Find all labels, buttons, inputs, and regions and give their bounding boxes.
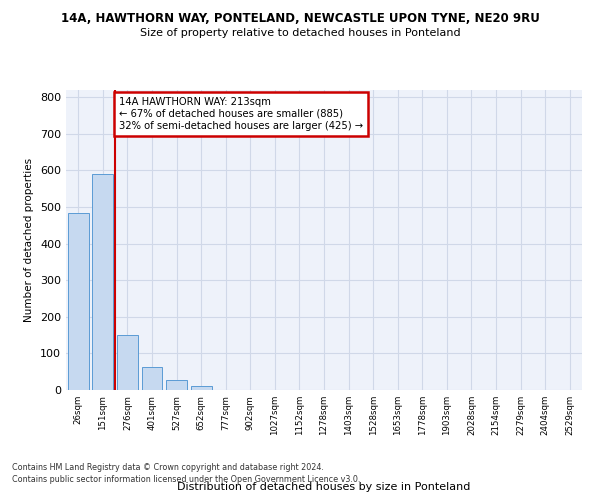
Bar [92, 174, 113, 390]
Text: 14A HAWTHORN WAY: 213sqm
← 67% of detached houses are smaller (885)
32% of semi-: 14A HAWTHORN WAY: 213sqm ← 67% of detach… [119, 98, 363, 130]
Y-axis label: Number of detached properties: Number of detached properties [25, 158, 34, 322]
Bar [166, 380, 187, 390]
Text: Contains HM Land Registry data © Crown copyright and database right 2024.: Contains HM Land Registry data © Crown c… [12, 464, 324, 472]
Text: Contains public sector information licensed under the Open Government Licence v3: Contains public sector information licen… [12, 474, 361, 484]
Bar [191, 386, 212, 390]
Text: Distribution of detached houses by size in Ponteland: Distribution of detached houses by size … [178, 482, 470, 492]
Bar [117, 335, 138, 390]
Text: Size of property relative to detached houses in Ponteland: Size of property relative to detached ho… [140, 28, 460, 38]
Bar [68, 212, 89, 390]
Bar [142, 367, 163, 390]
Text: 14A, HAWTHORN WAY, PONTELAND, NEWCASTLE UPON TYNE, NE20 9RU: 14A, HAWTHORN WAY, PONTELAND, NEWCASTLE … [61, 12, 539, 26]
